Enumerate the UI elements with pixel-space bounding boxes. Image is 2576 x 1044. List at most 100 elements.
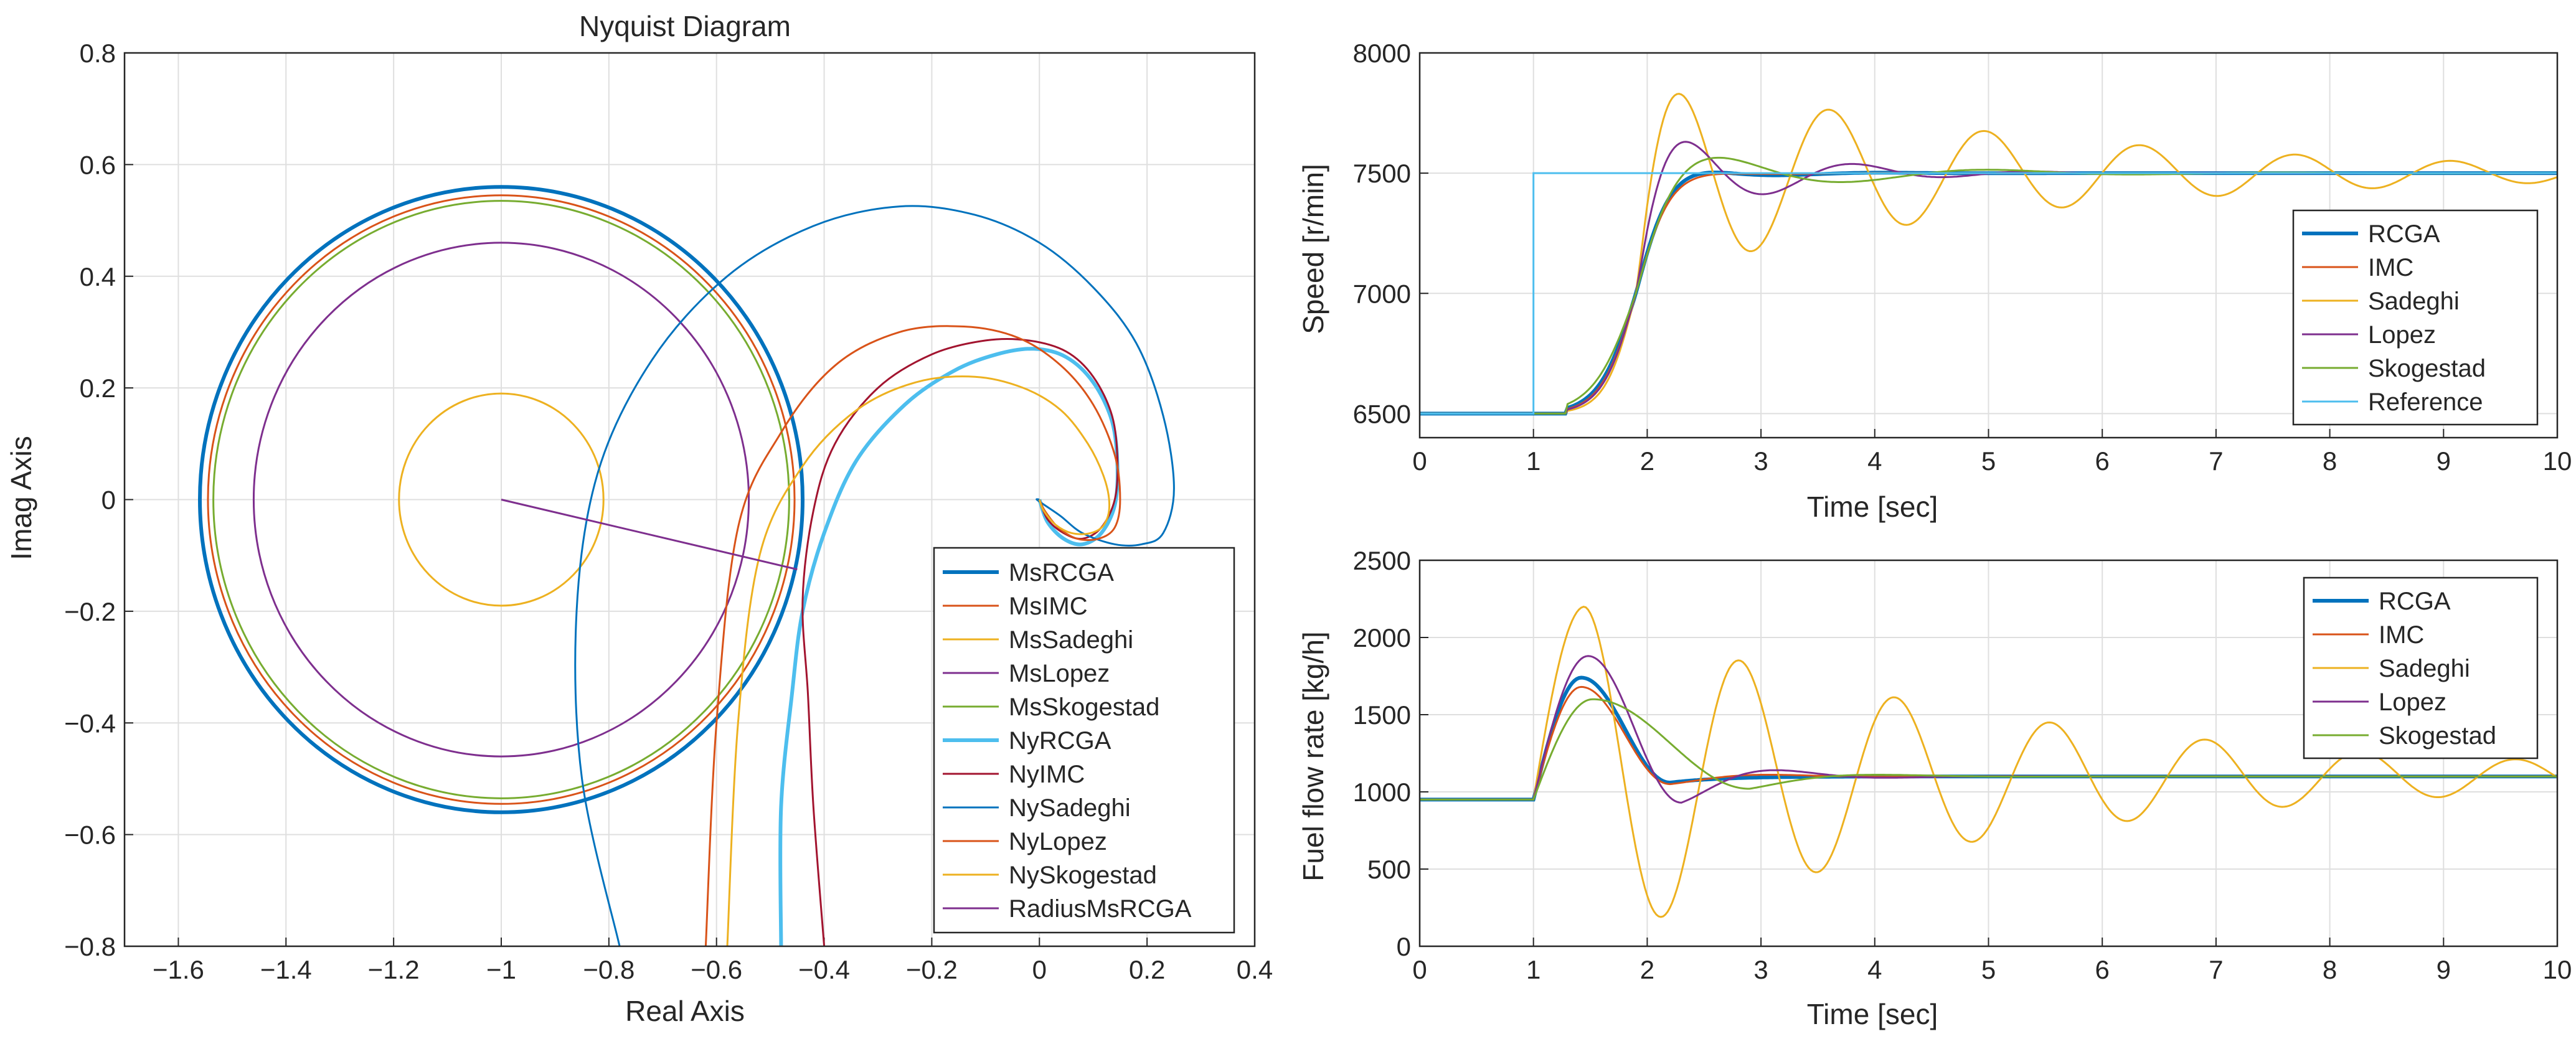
x-tick-label: −0.8 [583,955,635,984]
y-tick-label: 7000 [1353,279,1411,308]
legend-label: Reference [2368,388,2483,416]
legend-label: RCGA [2368,220,2440,248]
y-tick-label: 2000 [1353,623,1411,652]
nyquist-axes-box [123,52,1256,948]
speed-plot: Time [sec] Speed [r/min] 0 1 2 3 4 5 6 7 8 9 10 650… [1297,39,2572,523]
y-tick-label: 0.4 [80,262,116,291]
x-tick-label: −0.6 [691,955,742,984]
legend-label: MsIMC [1009,593,1088,620]
fuel-legend: RCGA IMC Sadeghi Lopez Skogestad [2303,576,2539,759]
series-reference [1420,172,2557,415]
nyquist-legend: MsRCGA MsIMC MsSadeghi MsLopez MsSkogestad Ny… [933,547,1235,934]
series-skogestad [1420,698,2557,801]
y-tick-label: 0.6 [80,150,116,179]
series-msrcga [198,185,804,814]
fuel-ylabel: Fuel flow rate [kg/h] [1297,631,1329,881]
speed-legend-box [2292,209,2539,426]
legend-label: MsSkogestad [1009,694,1159,721]
series-nyrcga [778,347,1120,946]
x-tick-label: 0 [1412,955,1427,984]
legend-label: IMC [2368,254,2413,281]
legend-label: RCGA [2379,588,2451,615]
fuel-tick-labels: 0 1 2 3 4 5 6 7 8 9 10 0 500 1000 1500 2000 2500 [1353,546,2572,984]
legend-label: MsRCGA [1009,559,1114,586]
series-nysadeghi [574,205,1175,946]
y-tick-label: 0.8 [80,39,116,68]
series-mslopez [252,242,750,758]
series-radiusmsrcga [501,499,798,571]
x-tick-label: 3 [1753,446,1768,476]
x-tick-label: 1 [1526,446,1540,476]
speed-series [1420,93,2557,416]
x-tick-label: 5 [1981,955,1996,984]
x-tick-label: −0.2 [906,955,958,984]
nyquist-plot: Nyquist Diagram Real Axis Imag Axis −1.6… [5,10,1273,1027]
y-tick-label: 6500 [1353,399,1411,428]
nyquist-title: Nyquist Diagram [579,10,791,42]
legend-label: MsSadeghi [1009,626,1133,654]
fuel-plot: Time [sec] Fuel flow rate [kg/h] 0 1 2 3 4 5 6… [1297,546,2572,1030]
series-msskogestad [212,200,790,799]
legend-label: NyRCGA [1009,727,1111,755]
x-tick-label: 1 [1526,955,1540,984]
speed-legend: RCGA IMC Sadeghi Lopez Skogestad Reference [2292,209,2539,426]
nyquist-xlabel: Real Axis [625,995,745,1027]
y-tick-label: 2500 [1353,546,1411,575]
x-tick-label: 10 [2543,955,2572,984]
y-tick-label: 8000 [1353,39,1411,68]
series-nyskogestad [726,375,1111,946]
legend-label: Sadeghi [2379,655,2470,682]
fuel-axes-box [1418,559,2559,948]
x-tick-label: 4 [1867,446,1882,476]
y-tick-label: −0.6 [64,821,116,850]
y-tick-label: −0.8 [64,932,116,961]
y-tick-label: 0.2 [80,374,116,403]
y-tick-label: −0.2 [64,597,116,626]
x-tick-label: −0.4 [798,955,850,984]
legend-label: Sadeghi [2368,288,2460,315]
x-tick-label: 0.4 [1237,955,1273,984]
x-tick-label: 6 [2095,955,2110,984]
legend-label: NyIMC [1009,761,1085,788]
x-tick-label: −1.4 [260,955,312,984]
x-tick-label: 0 [1032,955,1047,984]
x-tick-label: 4 [1867,955,1882,984]
x-tick-label: 9 [2437,446,2451,476]
x-tick-label: 2 [1640,446,1654,476]
y-tick-label: 7500 [1353,159,1411,188]
legend-label: NySkogestad [1009,862,1157,889]
x-tick-label: 7 [2209,955,2223,984]
legend-label: IMC [2379,621,2424,649]
legend-label: NyLopez [1009,828,1107,855]
legend-label: MsLopez [1009,660,1110,687]
legend-label: NySadeghi [1009,794,1131,822]
x-tick-label: −1.6 [153,955,204,984]
speed-ylabel: Speed [r/min] [1297,164,1329,334]
legend-label: Skogestad [2368,355,2486,382]
speed-tick-labels: 0 1 2 3 4 5 6 7 8 9 10 6500 7000 7500 8000 [1353,39,2572,476]
x-tick-label: 8 [2323,446,2337,476]
y-tick-label: 500 [1367,855,1411,884]
series-nylopez [704,325,1121,946]
legend-label: Lopez [2368,321,2436,349]
y-tick-label: 0 [1397,932,1411,961]
y-tick-label: 0 [101,486,116,515]
x-tick-label: 8 [2323,955,2337,984]
nyquist-series [198,185,1175,946]
legend-label: RadiusMsRCGA [1009,895,1192,923]
x-tick-label: 3 [1753,955,1768,984]
nyquist-ylabel: Imag Axis [5,436,37,560]
speed-axes-box [1418,52,2559,439]
legend-label: Skogestad [2379,722,2496,750]
speed-xlabel: Time [sec] [1807,491,1938,523]
series-mssadeghi [398,392,605,607]
fuel-xlabel: Time [sec] [1807,998,1938,1030]
x-tick-label: 0.2 [1129,955,1165,984]
x-tick-label: −1 [486,955,516,984]
y-tick-label: 1500 [1353,700,1411,730]
x-tick-label: 2 [1640,955,1654,984]
nyquist-tick-labels: −1.6 −1.4 −1.2 −1 −0.8 −0.6 −0.4 −0.2 0 0.2 0.4 −0.… [64,39,1273,984]
x-tick-label: 5 [1981,446,1996,476]
